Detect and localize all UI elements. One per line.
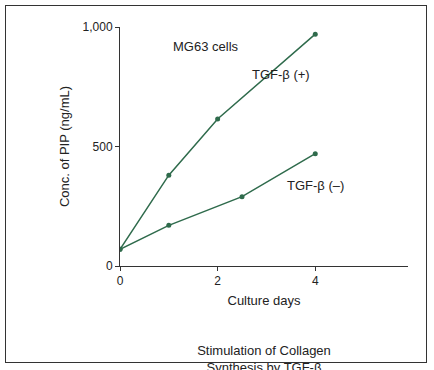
svg-text:MG63 cells: MG63 cells — [173, 39, 239, 54]
svg-text:4: 4 — [312, 274, 319, 288]
svg-text:Conc. of PIP (ng/mL): Conc. of PIP (ng/mL) — [57, 86, 72, 207]
svg-text:TGF-β (–): TGF-β (–) — [287, 178, 344, 193]
svg-text:TGF-β (+): TGF-β (+) — [252, 67, 310, 82]
svg-text:2: 2 — [214, 274, 221, 288]
svg-text:500: 500 — [93, 140, 113, 154]
svg-text:Stimulation of CollagenSynthes: Stimulation of CollagenSynthesis by TGF-… — [197, 343, 331, 370]
svg-text:0: 0 — [106, 259, 113, 273]
svg-text:Culture days: Culture days — [228, 293, 301, 308]
svg-text:1,000: 1,000 — [83, 20, 113, 34]
svg-text:0: 0 — [117, 274, 124, 288]
